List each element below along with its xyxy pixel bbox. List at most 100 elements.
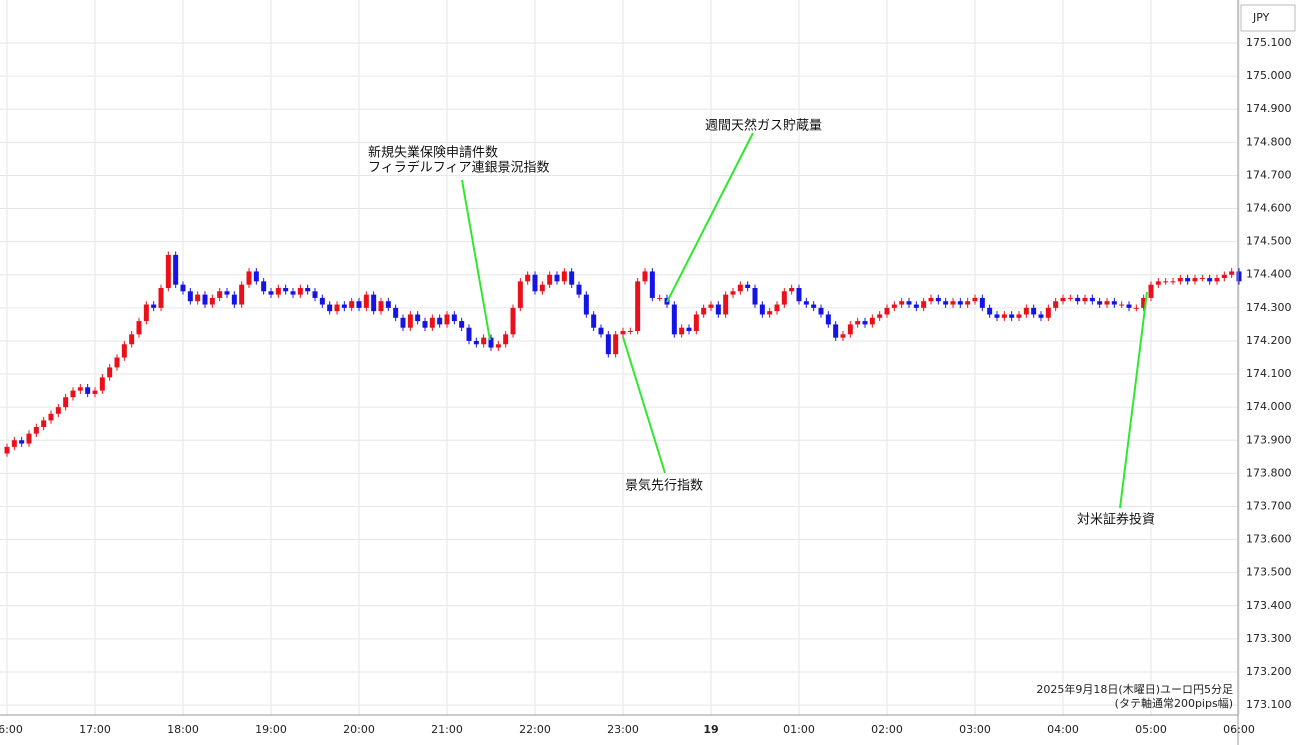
candle-body xyxy=(965,301,971,305)
y-tick-label: 174.900 xyxy=(1246,102,1292,115)
candle-body xyxy=(781,291,787,305)
candle-body xyxy=(884,307,890,315)
candle-body xyxy=(195,294,201,302)
candle-body xyxy=(994,314,1000,318)
x-tick-label: 02:00 xyxy=(871,723,903,736)
annotation-label: 景気先行指数 xyxy=(625,478,703,494)
candle-body xyxy=(869,317,875,325)
candle-body xyxy=(752,287,758,305)
candle-body xyxy=(943,301,949,305)
candle-body xyxy=(605,334,611,355)
candle-body xyxy=(158,287,164,308)
x-tick-label: 06:00 xyxy=(1223,723,1255,736)
candle-body xyxy=(400,317,406,328)
x-tick-label: 04:00 xyxy=(1047,723,1079,736)
candle-body xyxy=(796,287,802,302)
candle-body xyxy=(429,317,435,328)
candle-body xyxy=(349,301,355,308)
y-tick-label: 175.100 xyxy=(1246,36,1292,49)
x-tick-label: 20:00 xyxy=(343,723,375,736)
candle-body xyxy=(1045,307,1051,318)
candle-body xyxy=(253,271,259,282)
candle-body xyxy=(217,291,223,298)
y-tick-label: 174.300 xyxy=(1246,301,1292,314)
candle-body xyxy=(356,301,362,308)
candle-body xyxy=(759,304,765,315)
annotation-pointer xyxy=(622,336,666,474)
candles xyxy=(4,251,1242,457)
candle-body xyxy=(1016,314,1022,318)
candle-body xyxy=(202,294,208,305)
caption: 2025年9月18日(木曜日)ユーロ円5分足 xyxy=(1036,682,1233,696)
y-tick-label: 173.200 xyxy=(1246,665,1292,678)
candle-body xyxy=(407,314,413,328)
y-tick-label: 173.500 xyxy=(1246,566,1292,579)
candle-body xyxy=(957,301,963,305)
candle-body xyxy=(591,314,597,328)
candle-body xyxy=(510,307,516,335)
x-tick-label: 01:00 xyxy=(783,723,815,736)
candle-body xyxy=(48,413,54,421)
candle-body xyxy=(627,331,633,333)
candle-body xyxy=(283,287,289,292)
candle-body xyxy=(1207,278,1213,282)
candle-body xyxy=(715,304,721,315)
candle-body xyxy=(840,334,846,338)
candle-body xyxy=(85,387,91,394)
candle-body xyxy=(275,287,281,295)
candle-body xyxy=(327,304,333,312)
candle-body xyxy=(1221,274,1227,279)
candle-body xyxy=(495,344,501,348)
x-tick-label: 19 xyxy=(703,723,718,736)
candle-body xyxy=(1053,301,1059,308)
y-tick-label: 174.800 xyxy=(1246,135,1292,148)
candle-body xyxy=(825,314,831,325)
y-tick-label: 173.300 xyxy=(1246,632,1292,645)
y-tick-label: 173.700 xyxy=(1246,499,1292,512)
candle-body xyxy=(789,287,795,292)
candle-body xyxy=(187,291,193,302)
candle-body xyxy=(1104,301,1110,305)
candle-body xyxy=(693,314,699,332)
candle-body xyxy=(19,440,25,444)
candle-body xyxy=(737,284,743,292)
candle-body xyxy=(987,307,993,315)
candle-body xyxy=(209,297,215,305)
candle-body xyxy=(121,344,127,358)
y-tick-label: 174.500 xyxy=(1246,235,1292,248)
candle-body xyxy=(1126,304,1132,308)
y-tick-label: 174.700 xyxy=(1246,168,1292,181)
y-tick-label: 174.400 xyxy=(1246,268,1292,281)
annotation-label: 新規失業保険申請件数 xyxy=(368,145,498,161)
candle-body xyxy=(708,304,714,308)
candle-body xyxy=(547,274,553,285)
candle-body xyxy=(554,274,560,282)
candle-body xyxy=(224,291,230,295)
y-tick-label: 174.600 xyxy=(1246,202,1292,215)
candle-body xyxy=(393,307,399,318)
candle-body xyxy=(1163,281,1169,283)
candle-body xyxy=(613,334,619,355)
candle-body xyxy=(422,321,428,328)
candle-body xyxy=(517,281,523,308)
annotation-label: 対米証券投資 xyxy=(1077,512,1155,528)
candle-body xyxy=(899,301,905,305)
candle-body xyxy=(488,337,494,348)
candle-body xyxy=(1133,307,1139,309)
candle-body xyxy=(620,331,626,335)
candle-body xyxy=(415,314,421,322)
candle-body xyxy=(1038,314,1044,318)
candle-body xyxy=(1192,278,1198,282)
candle-body xyxy=(92,390,98,394)
candle-body xyxy=(451,314,457,322)
candle-body xyxy=(1236,271,1242,282)
candle-body xyxy=(679,327,685,335)
candle-body xyxy=(561,271,567,282)
x-tick-label: 19:00 xyxy=(255,723,287,736)
y-tick-label: 173.100 xyxy=(1246,698,1292,711)
candle-body xyxy=(921,301,927,308)
annotation-pointer xyxy=(461,179,491,341)
y-tick-label: 173.800 xyxy=(1246,466,1292,479)
y-tick-label: 173.400 xyxy=(1246,599,1292,612)
candle-body xyxy=(33,427,39,434)
